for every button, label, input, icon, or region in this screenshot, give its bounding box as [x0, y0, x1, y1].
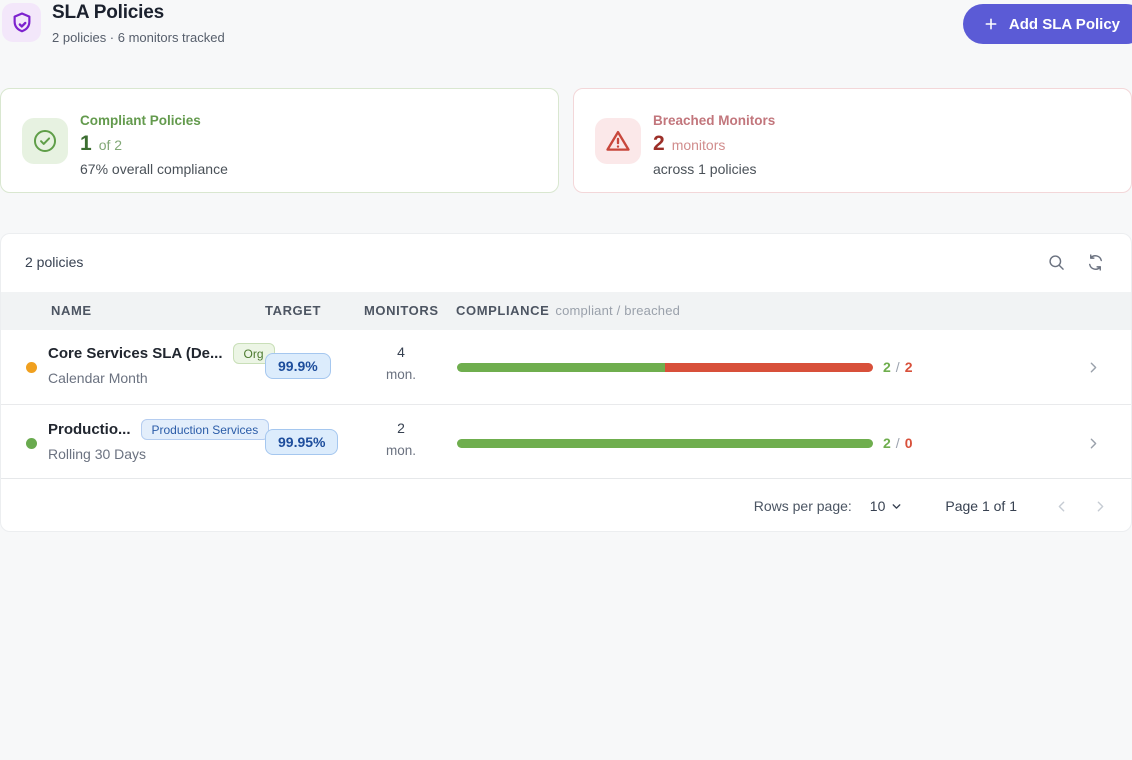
- bar-compliant: [457, 439, 873, 448]
- compliant-value: 2: [883, 359, 891, 375]
- add-sla-policy-button[interactable]: Add SLA Policy: [962, 4, 1132, 44]
- monitors-cell: 4 mon.: [364, 344, 438, 382]
- breached-value: 2: [904, 359, 913, 375]
- policy-period: Calendar Month: [48, 370, 148, 386]
- pagination-bar: Rows per page: 10 Page 1 of 1: [1, 478, 1131, 533]
- table-row[interactable]: Productio... Production Services Rolling…: [1, 406, 1131, 481]
- status-dot: [26, 362, 37, 373]
- chevron-right-icon: [1097, 501, 1104, 511]
- rows-per-page-label: Rows per page:: [753, 498, 852, 514]
- policy-badge: Org: [232, 343, 275, 364]
- table-toolbar: 2 policies: [1, 234, 1131, 292]
- monitors-count: 2: [397, 420, 405, 436]
- policy-badge: Production Services: [140, 419, 270, 440]
- bar-compliant: [457, 363, 665, 372]
- compliant-card-title: Compliant Policies: [80, 113, 201, 128]
- chevron-right-icon[interactable]: [1085, 359, 1102, 376]
- breached-card-title: Breached Monitors: [653, 113, 776, 128]
- check-circle-icon: [22, 118, 68, 164]
- count-separator: /: [895, 435, 900, 451]
- rows-per-page-value: 10: [869, 498, 886, 514]
- column-target: TARGET: [265, 303, 322, 318]
- bar-breached: [665, 363, 873, 372]
- compliant-card-caption: 67% overall compliance: [80, 161, 228, 177]
- breached-card-caption: across 1 policies: [653, 161, 757, 177]
- column-monitors: MONITORS: [364, 303, 439, 318]
- plus-icon: [985, 18, 997, 30]
- column-compliance: COMPLIANCE compliant / breached: [456, 303, 681, 318]
- policies-table-panel: 2 policies: [0, 233, 1132, 532]
- policy-name: Core Services SLA (De...: [48, 345, 223, 362]
- compliance-counts: 2 / 0: [883, 435, 912, 451]
- compliant-policies-card: Compliant Policies 1 of 2 67% overall co…: [0, 88, 559, 193]
- compliance-counts: 2 / 2: [883, 359, 912, 375]
- policy-period: Rolling 30 Days: [48, 446, 147, 462]
- refresh-icon: [1089, 254, 1102, 271]
- table-row[interactable]: Core Services SLA (De... Org Calendar Mo…: [1, 330, 1131, 405]
- search-button[interactable]: [1047, 253, 1066, 272]
- table-header-row: NAME TARGET MONITORS COMPLIANCE compliant…: [1, 292, 1131, 330]
- monitors-unit: mon.: [385, 443, 416, 458]
- warning-triangle-icon: [595, 118, 641, 164]
- compliance-bar: [457, 439, 873, 448]
- add-sla-policy-label: Add SLA Policy: [1008, 15, 1120, 33]
- breached-monitors-card: Breached Monitors 2 monitors across 1 po…: [573, 88, 1132, 193]
- monitors-unit: mon.: [385, 367, 416, 382]
- page-title: SLA Policies: [52, 2, 164, 23]
- refresh-button[interactable]: [1086, 253, 1105, 272]
- column-name: NAME: [51, 303, 92, 318]
- chevron-down-icon: [892, 503, 901, 509]
- status-dot: [26, 438, 37, 449]
- breached-value: 0: [904, 435, 913, 451]
- page-indicator: Page 1 of 1: [945, 498, 1017, 514]
- monitors-cell: 2 mon.: [364, 420, 438, 458]
- policy-count-label: 2 policies: [25, 254, 84, 270]
- target-badge: 99.95%: [265, 429, 339, 455]
- previous-page-button[interactable]: [1053, 498, 1070, 515]
- compliance-bar: [457, 363, 873, 372]
- breached-count: 2: [653, 132, 665, 155]
- policy-name: Productio...: [48, 421, 131, 438]
- search-icon: [1049, 255, 1064, 270]
- chevron-left-icon: [1058, 501, 1065, 511]
- rows-per-page-select[interactable]: 10: [870, 498, 904, 514]
- shield-check-icon: [2, 3, 41, 42]
- monitors-count: 4: [397, 344, 405, 360]
- breached-count-suffix: monitors: [671, 137, 726, 153]
- target-badge: 99.9%: [265, 353, 331, 379]
- page-subtitle: 2 policies · 6 monitors tracked: [52, 30, 225, 45]
- chevron-right-icon[interactable]: [1085, 435, 1102, 452]
- compliant-count-suffix: of 2: [98, 137, 123, 153]
- column-compliance-hint: compliant / breached: [555, 303, 681, 318]
- next-page-button[interactable]: [1092, 498, 1109, 515]
- compliant-count: 1: [80, 132, 92, 155]
- compliant-value: 2: [883, 435, 891, 451]
- count-separator: /: [895, 359, 900, 375]
